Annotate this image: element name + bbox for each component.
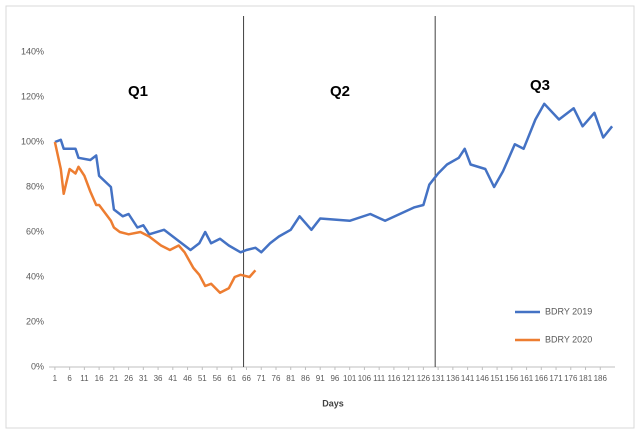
- series-line: [53, 141, 257, 295]
- x-tick-label: 116: [388, 374, 401, 383]
- x-tick-label: 81: [286, 374, 295, 383]
- x-tick-label: 161: [520, 374, 534, 383]
- x-tick-label: 61: [227, 374, 236, 383]
- y-tick-label: 80%: [26, 181, 44, 191]
- legend-label: BDRY 2019: [545, 306, 592, 316]
- x-tick-label: 16: [95, 374, 104, 383]
- y-tick-label: 40%: [26, 271, 44, 281]
- x-tick-label: 166: [535, 374, 549, 383]
- x-tick-label: 121: [402, 374, 416, 383]
- x-tick-label: 86: [301, 374, 310, 383]
- x-tick-label: 36: [154, 374, 163, 383]
- y-tick-label: 0%: [31, 361, 44, 371]
- chart-frame: [5, 5, 635, 429]
- y-tick-label: 100%: [21, 136, 44, 146]
- x-tick-label: 91: [316, 374, 325, 383]
- x-tick-label: 31: [139, 374, 148, 383]
- x-tick-label: 71: [257, 374, 266, 383]
- x-tick-label: 96: [330, 374, 339, 383]
- y-tick-label: 60%: [26, 226, 44, 236]
- x-tick-label: 136: [446, 374, 460, 383]
- x-tick-label: 131: [431, 374, 445, 383]
- y-tick-label: 20%: [26, 316, 44, 326]
- x-tick-label: 11: [80, 374, 89, 383]
- x-axis-title: Days: [322, 398, 344, 408]
- x-tick-label: 66: [242, 374, 251, 383]
- x-tick-label: 76: [272, 374, 281, 383]
- x-tick-label: 181: [579, 374, 593, 383]
- x-tick-label: 46: [183, 374, 192, 383]
- x-tick-label: 6: [67, 374, 72, 383]
- x-tick-label: 106: [358, 374, 372, 383]
- x-tick-label: 56: [213, 374, 222, 383]
- x-tick-label: 41: [168, 374, 177, 383]
- x-tick-label: 101: [343, 374, 357, 383]
- y-tick-label: 140%: [21, 46, 44, 56]
- x-tick-label: 171: [549, 374, 563, 383]
- x-tick-label: 51: [198, 374, 207, 383]
- annotation: Q3: [530, 77, 550, 94]
- x-tick-label: 26: [124, 374, 133, 383]
- x-tick-label: 176: [564, 374, 578, 383]
- x-tick-label: 151: [490, 374, 504, 383]
- annotation: Q1: [128, 83, 148, 100]
- series-line: [54, 102, 614, 254]
- x-tick-label: 126: [417, 374, 431, 383]
- x-tick-label: 156: [505, 374, 519, 383]
- annotation: Q2: [330, 83, 350, 100]
- x-tick-label: 111: [373, 374, 386, 383]
- legend-label: BDRY 2020: [545, 334, 592, 344]
- x-tick-label: 141: [461, 374, 475, 383]
- x-tick-label: 21: [109, 374, 118, 383]
- x-tick-label: 186: [594, 374, 608, 383]
- x-tick-label: 146: [476, 374, 490, 383]
- y-tick-label: 120%: [21, 91, 44, 101]
- x-tick-label: 1: [53, 374, 58, 383]
